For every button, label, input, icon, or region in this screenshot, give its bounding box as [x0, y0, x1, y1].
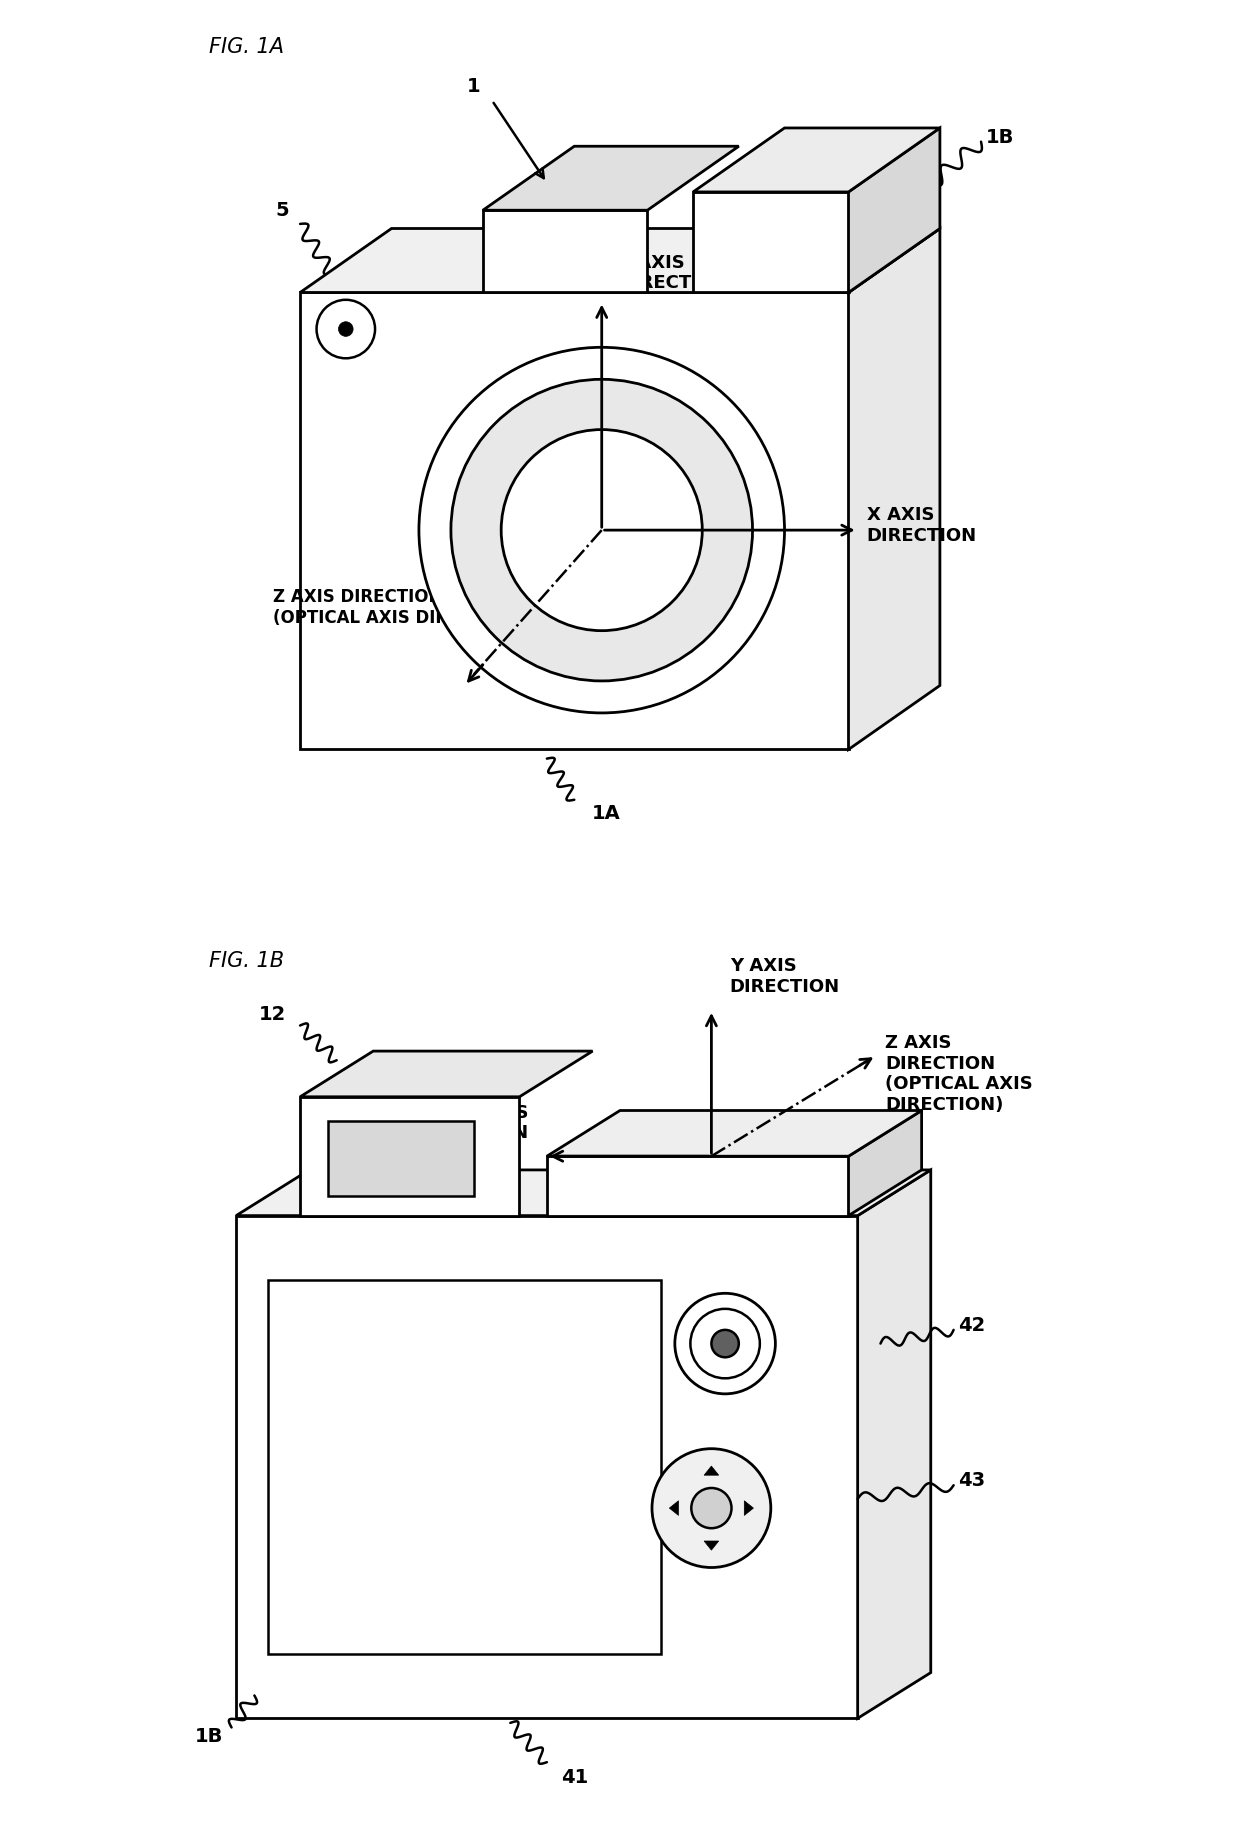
Circle shape — [451, 380, 753, 680]
Text: 43: 43 — [959, 1472, 986, 1490]
Polygon shape — [300, 1097, 520, 1216]
Polygon shape — [848, 228, 940, 749]
Text: 1: 1 — [467, 77, 481, 97]
Circle shape — [419, 347, 785, 713]
Text: Z AXIS DIRECTION
(OPTICAL AXIS DIRECTION): Z AXIS DIRECTION (OPTICAL AXIS DIRECTION… — [273, 589, 525, 627]
Text: 42: 42 — [959, 1316, 986, 1334]
Polygon shape — [300, 292, 848, 749]
Polygon shape — [704, 1466, 719, 1475]
Polygon shape — [236, 1170, 931, 1216]
Polygon shape — [547, 1155, 848, 1216]
Text: 1A: 1A — [591, 804, 621, 823]
Polygon shape — [693, 128, 940, 192]
Text: X AXIS
DIRECTION: X AXIS DIRECTION — [867, 506, 977, 545]
Polygon shape — [300, 1051, 593, 1097]
Polygon shape — [327, 1121, 474, 1196]
Text: FIG. 1B: FIG. 1B — [208, 951, 284, 971]
Polygon shape — [236, 1216, 858, 1718]
Text: FIG. 1A: FIG. 1A — [208, 37, 284, 57]
Text: 41: 41 — [560, 1768, 588, 1788]
Circle shape — [339, 322, 353, 336]
Polygon shape — [482, 210, 647, 292]
Polygon shape — [693, 192, 848, 292]
Polygon shape — [300, 228, 940, 292]
Text: Y AXIS
DIRECTION: Y AXIS DIRECTION — [619, 254, 728, 292]
Polygon shape — [744, 1501, 754, 1515]
Circle shape — [652, 1448, 771, 1568]
Circle shape — [691, 1488, 732, 1528]
Text: Y AXIS
DIRECTION: Y AXIS DIRECTION — [729, 958, 839, 996]
Polygon shape — [848, 1110, 921, 1216]
Polygon shape — [670, 1501, 678, 1515]
Text: 12: 12 — [259, 1005, 286, 1024]
Text: X AXIS
DIRECTION: X AXIS DIRECTION — [418, 1104, 528, 1142]
Circle shape — [501, 430, 702, 631]
Circle shape — [712, 1331, 739, 1356]
Polygon shape — [704, 1541, 719, 1550]
Polygon shape — [547, 1110, 921, 1155]
Text: Z AXIS
DIRECTION
(OPTICAL AXIS
DIRECTION): Z AXIS DIRECTION (OPTICAL AXIS DIRECTION… — [885, 1035, 1033, 1113]
Polygon shape — [482, 146, 739, 210]
Text: 5: 5 — [275, 201, 289, 219]
Text: 1B: 1B — [195, 1727, 223, 1746]
Text: 1B: 1B — [986, 128, 1014, 146]
Polygon shape — [858, 1170, 931, 1718]
Polygon shape — [848, 128, 940, 292]
